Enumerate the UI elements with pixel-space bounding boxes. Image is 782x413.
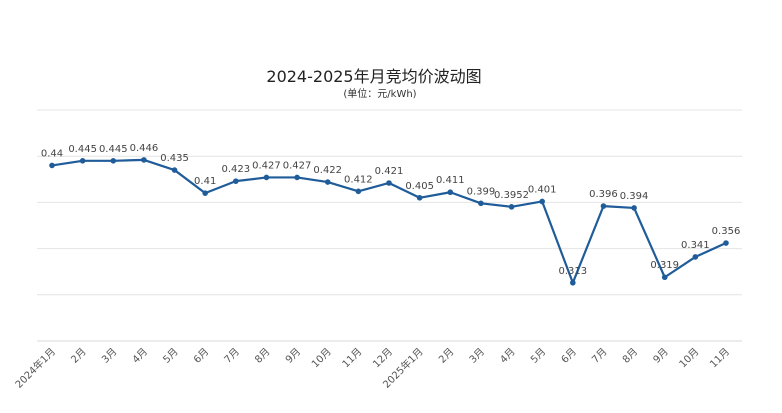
x-tick-label: 8月 [253,346,273,366]
data-point[interactable] [570,279,576,286]
chart-title: 2024-2025年月竞均价波动图 [266,67,481,86]
x-tick-label: 11月 [708,346,733,371]
data-point[interactable] [294,174,300,181]
data-point[interactable] [324,179,331,185]
data-point[interactable] [79,158,86,164]
data-label: 0.44 [41,148,63,159]
data-label: 0.427 [283,160,312,171]
data-label: 0.411 [436,175,465,186]
data-point[interactable] [171,167,178,173]
x-tick-label: 8月 [620,346,640,366]
x-tick-label: 9月 [283,346,303,366]
x-tick-label: 7月 [222,346,242,366]
data-label: 0.394 [620,191,649,202]
x-tick-label: 7月 [590,346,610,366]
x-tick-label: 3月 [467,346,487,366]
data-point[interactable] [539,198,545,205]
data-point[interactable] [723,240,729,246]
data-label: 0.445 [99,144,128,155]
data-label: 0.3952 [494,190,529,201]
data-point[interactable] [263,174,270,181]
data-label: 0.401 [528,184,557,195]
x-tick-label: 3月 [99,346,119,366]
data-point[interactable] [141,157,147,163]
data-label: 0.319 [650,260,679,271]
data-point[interactable] [233,178,239,184]
x-tick-label: 9月 [651,346,671,366]
data-label: 0.405 [405,181,434,192]
data-label: 0.445 [68,144,97,155]
data-point[interactable] [386,180,392,186]
data-label: 0.423 [221,164,250,175]
data-label: 0.446 [130,143,159,154]
data-label: 0.41 [194,176,216,187]
x-tick-label: 2月 [436,346,456,366]
data-point[interactable] [600,203,607,209]
data-point[interactable] [478,200,484,207]
x-tick-label: 12月 [371,346,396,371]
chart-subtitle: (单位：元/kWh) [343,87,416,100]
data-label: 0.435 [160,153,189,164]
data-point[interactable] [49,162,55,169]
data-label: 0.399 [467,186,496,197]
data-point[interactable] [508,204,515,210]
data-label: 0.412 [344,174,373,185]
data-label: 0.341 [681,240,710,251]
data-label: 0.421 [375,166,404,177]
series-line [51,158,727,284]
x-tick-label: 2024年1月 [12,345,58,391]
data-label: 0.396 [589,189,618,200]
x-tick-label: 6月 [559,346,579,366]
x-tick-label: 2月 [69,346,89,366]
data-label: 0.422 [313,165,342,176]
data-point[interactable] [202,190,208,196]
x-tick-label: 6月 [191,346,211,366]
data-label: 0.313 [558,266,587,277]
data-point[interactable] [692,254,699,260]
data-label: 0.356 [712,226,741,237]
data-point[interactable] [661,274,668,281]
x-tick-label: 10月 [309,346,334,371]
data-point[interactable] [631,205,637,211]
x-tick-label: 5月 [528,346,548,366]
x-tick-label: 4月 [498,346,518,366]
data-point[interactable] [355,188,362,195]
x-tick-label: 11月 [340,346,365,371]
data-point[interactable] [416,194,423,201]
data-point[interactable] [447,189,454,196]
x-tick-label: 4月 [130,346,150,366]
data-point[interactable] [110,158,117,164]
x-tick-label: 5月 [161,346,181,366]
x-tick-label: 10月 [677,346,702,371]
data-label: 0.427 [252,160,281,171]
